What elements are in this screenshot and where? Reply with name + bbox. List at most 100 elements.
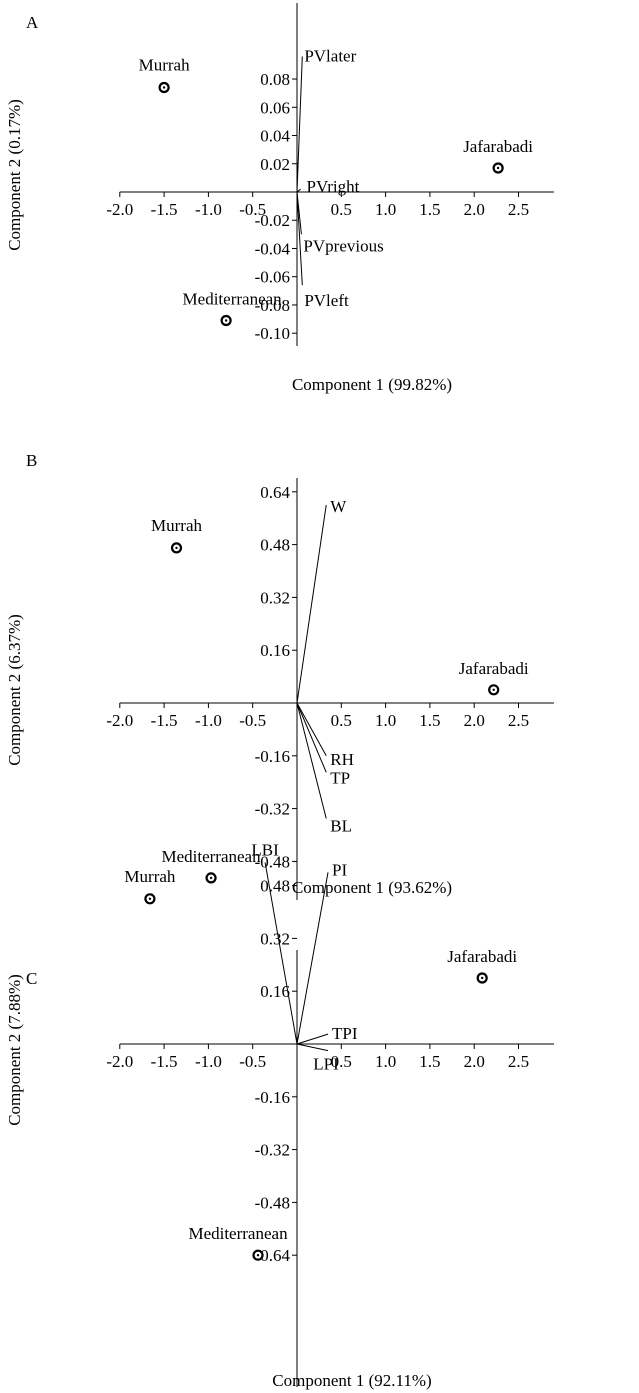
vector-label: BL [330, 817, 352, 836]
loading-vector [296, 702, 327, 819]
point-label: Murrah [124, 867, 175, 886]
x-tick-label: 2.5 [508, 200, 529, 219]
vector-label: W [330, 497, 347, 516]
x-tick-label: -1.0 [195, 200, 222, 219]
biplot-panel-b: B -2.0 -1.5 -1.0 -0.5 0.5 1.0 1.5 2.0 2.5 -0.48 -0.… [5, 451, 554, 900]
vector-label: TP [330, 768, 350, 787]
biplot-panel-a: A -2.0 -1.5 -1.0 -0.5 0.5 1.0 1.5 2.0 2.5 -0.10 -0.… [5, 3, 554, 394]
score-point-center [175, 546, 178, 550]
x-tick-label: 2.5 [508, 711, 529, 730]
vector-label: PI [332, 860, 347, 879]
x-axis-label: Component 1 (92.11%) [272, 1371, 431, 1390]
y-tick-label: -0.08 [255, 296, 290, 315]
vector-label: RH [330, 750, 354, 769]
x-tick-label: -2.0 [106, 711, 133, 730]
x-tick-label: -1.5 [151, 200, 178, 219]
score-point-center [492, 688, 495, 691]
x-tick-label: 0.5 [331, 1052, 352, 1071]
loading-vector [296, 872, 329, 1045]
vector-label: LBI [251, 841, 279, 860]
y-tick-label: 0.16 [260, 982, 290, 1001]
loading-vector [296, 702, 327, 773]
y-axis-label: Component 2 (0.17%) [5, 99, 24, 251]
vector-label: PVlater [304, 46, 356, 65]
loading-vector [296, 1043, 329, 1052]
y-tick-label: 0.48 [260, 536, 290, 555]
loading-vector [296, 56, 303, 193]
x-axis-label: Component 1 (93.62%) [292, 878, 452, 897]
y-tick-label: -0.10 [255, 324, 290, 343]
vector-label: LPI [313, 1055, 339, 1074]
x-tick-label: -1.0 [195, 711, 222, 730]
x-tick-label: 0.5 [331, 711, 352, 730]
y-tick-label: -0.32 [255, 1141, 290, 1160]
x-tick-label: 2.5 [508, 1052, 529, 1071]
x-tick-label: -2.0 [106, 200, 133, 219]
x-tick-label: -0.5 [239, 711, 266, 730]
x-tick-label: -1.0 [195, 1052, 222, 1071]
score-point-center [224, 319, 228, 322]
y-axis-label: Component 2 (7.88%) [5, 974, 24, 1126]
panel-letter: B [26, 451, 37, 470]
x-axis-label: Component 1 (99.82%) [292, 375, 452, 394]
x-tick-label: 1.0 [375, 711, 396, 730]
x-tick-label: -0.5 [239, 200, 266, 219]
score-point-center [480, 976, 484, 980]
score-point-center [148, 897, 152, 900]
point-label: Jafarabadi [463, 137, 533, 156]
x-tick-label: 0.5 [331, 200, 352, 219]
loading-vector [296, 1033, 329, 1045]
y-tick-label: -0.02 [255, 211, 290, 230]
point-label: Murrah [139, 56, 190, 75]
biplot-panel-c: C -2.0 -1.5 -1.0 -0.5 0.5 1.0 1.5 2.0 2.5 -0.64 -0.… [5, 841, 554, 1390]
y-tick-label: 0.16 [260, 641, 290, 660]
x-tick-label: -0.5 [239, 1052, 266, 1071]
loading-vector [296, 702, 327, 757]
vector-label: PVright [307, 177, 360, 196]
score-point-center [256, 1254, 260, 1257]
y-tick-label: -0.04 [255, 239, 291, 258]
y-tick-label: 0.32 [260, 588, 290, 607]
vector-label: TPI [332, 1024, 358, 1043]
y-tick-label: 0.48 [260, 877, 290, 896]
score-point-center [496, 166, 500, 170]
point-label: Mediterranean [183, 289, 283, 308]
y-tick-label: -0.32 [255, 800, 290, 819]
loading-vector [264, 862, 298, 1045]
vector-label: PVleft [304, 291, 349, 310]
y-tick-label: 0.64 [260, 483, 290, 502]
x-tick-label: 2.0 [464, 711, 485, 730]
y-tick-label: 0.06 [260, 98, 290, 117]
x-tick-label: -2.0 [106, 1052, 133, 1071]
x-tick-label: 1.0 [375, 200, 396, 219]
y-tick-label: -0.48 [255, 852, 290, 871]
point-label: Murrah [151, 516, 202, 535]
loading-vector [296, 191, 303, 286]
point-label: Mediterranean [188, 1224, 288, 1243]
y-tick-label: -0.16 [255, 1088, 290, 1107]
x-tick-label: 1.0 [375, 1052, 396, 1071]
x-tick-label: -1.5 [151, 711, 178, 730]
x-tick-label: 2.0 [464, 1052, 485, 1071]
y-tick-label: 0.02 [260, 155, 290, 174]
y-tick-label: 0.08 [260, 70, 290, 89]
y-tick-label: 0.32 [260, 929, 290, 948]
point-label: Jafarabadi [459, 659, 529, 678]
point-label: Mediterranean [161, 847, 261, 866]
x-tick-label: 2.0 [464, 200, 485, 219]
score-point-center [162, 86, 166, 89]
y-tick-label: -0.64 [255, 1246, 291, 1265]
panel-letter: A [26, 13, 39, 32]
y-tick-label: -0.48 [255, 1193, 290, 1212]
panel-letter: C [26, 969, 37, 988]
loading-vector [296, 504, 327, 704]
x-tick-label: -1.5 [151, 1052, 178, 1071]
x-tick-label: 1.5 [419, 1052, 440, 1071]
vector-label: PVprevious [303, 236, 383, 255]
y-tick-label: -0.16 [255, 747, 290, 766]
loading-vector [296, 188, 301, 193]
x-tick-label: 1.5 [419, 200, 440, 219]
y-tick-label: 0.04 [260, 127, 290, 146]
y-axis-label: Component 2 (6.37%) [5, 614, 24, 766]
